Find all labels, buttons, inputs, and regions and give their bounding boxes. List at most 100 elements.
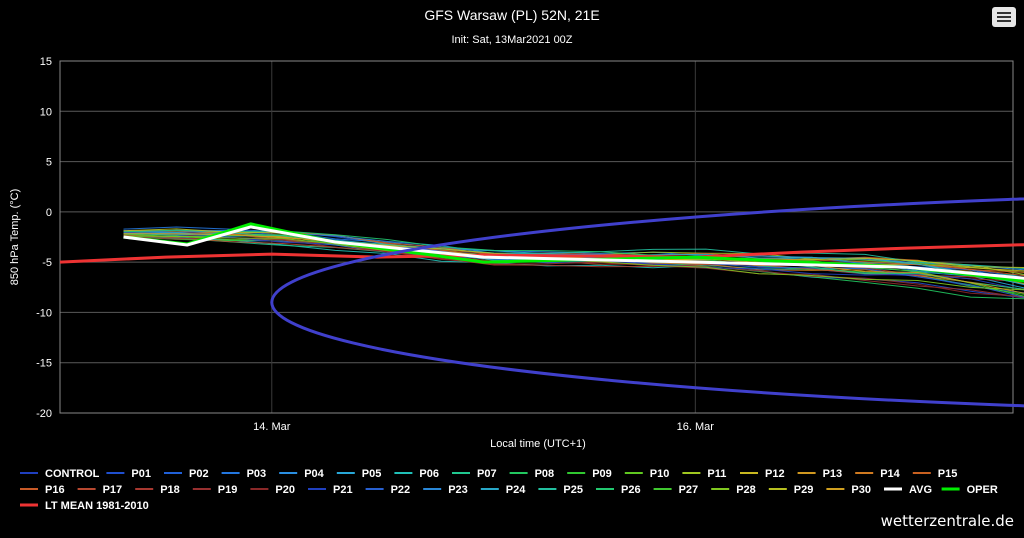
y-axis-label: 850 hPa Temp. (°C): [9, 189, 21, 286]
legend-item-p06[interactable]: P06: [394, 468, 439, 480]
legend-label: P15: [938, 468, 958, 480]
x-tick-label: 16. Mar: [677, 421, 715, 433]
y-tick-label: -10: [36, 307, 52, 319]
x-axis-label: Local time (UTC+1): [490, 438, 586, 450]
series-line-oper: [123, 222, 1024, 283]
legend-label: P03: [247, 468, 267, 480]
legend-label: P10: [650, 468, 670, 480]
y-tick-label: -20: [36, 408, 52, 420]
legend-label: P17: [103, 484, 123, 496]
credit-text: wetterzentrale.de: [880, 512, 1014, 530]
series-line-p10: [123, 234, 1024, 273]
series-line-p02: [123, 231, 1024, 278]
legend-label: P04: [304, 468, 324, 480]
plot-border: [59, 60, 1014, 414]
legend-label: P13: [823, 468, 843, 480]
legend-label: P28: [736, 484, 756, 496]
y-tick-label: 0: [46, 207, 52, 219]
legend: CONTROL P01 P02 P03 P04 P05 P06 P07 P08 P09 P10 P11…: [20, 468, 998, 512]
hamburger-menu-icon[interactable]: [992, 7, 1016, 27]
series-line-lt-mean: [59, 243, 1024, 264]
legend-label: P12: [765, 468, 785, 480]
series-line-p13: [123, 230, 1024, 285]
y-tick-label: 5: [46, 157, 52, 169]
legend-label: P02: [189, 468, 209, 480]
legend-item-p16[interactable]: P16: [20, 484, 65, 496]
legend-label: P29: [794, 484, 814, 496]
legend-item-p27[interactable]: P27: [653, 484, 699, 496]
series-line-p09: [123, 236, 1024, 295]
legend-label: P18: [160, 484, 180, 496]
legend-label: LT MEAN 1981-2010: [45, 500, 149, 512]
legend-item-p10[interactable]: P10: [624, 468, 670, 480]
legend-item-p26[interactable]: P26: [596, 484, 641, 496]
legend-label: P27: [679, 484, 699, 496]
legend-item-p24[interactable]: P24: [480, 484, 526, 496]
legend-label: P20: [275, 484, 295, 496]
legend-item-p05[interactable]: P05: [336, 468, 382, 480]
legend-item-p23[interactable]: P23: [423, 484, 468, 496]
y-tick-label: 10: [40, 106, 52, 118]
legend-item-p09[interactable]: P09: [567, 468, 612, 480]
y-tick-label: -5: [42, 257, 52, 269]
legend-label: P08: [535, 468, 555, 480]
series-line-p15: [123, 230, 1024, 273]
legend-label: CONTROL: [45, 468, 100, 480]
series-line-p27: [123, 233, 1024, 297]
legend-item-p18[interactable]: P18: [135, 484, 180, 496]
legend-item-avg[interactable]: AVG: [884, 484, 932, 496]
legend-item-p28[interactable]: P28: [711, 484, 756, 496]
legend-label: P25: [563, 484, 583, 496]
legend-label: P22: [391, 484, 411, 496]
y-tick-label: -15: [36, 358, 52, 370]
legend-item-p11[interactable]: P11: [682, 468, 726, 480]
chart-subtitle: Init: Sat, 13Mar2021 00Z: [451, 34, 572, 46]
series-line-p18: [123, 231, 1024, 282]
legend-label: P05: [362, 468, 382, 480]
legend-item-p25[interactable]: P25: [538, 484, 583, 496]
legend-label: P11: [707, 468, 726, 480]
legend-item-p07[interactable]: P07: [452, 468, 497, 480]
legend-label: AVG: [909, 484, 932, 496]
legend-item-p04[interactable]: P04: [279, 468, 325, 480]
legend-item-oper[interactable]: OPER: [941, 484, 998, 496]
legend-item-p03[interactable]: P03: [221, 468, 267, 480]
series-line-control: [123, 232, 1024, 294]
legend-label: P06: [419, 468, 439, 480]
legend-label: P30: [851, 484, 871, 496]
chart-title: GFS Warsaw (PL) 52N, 21E: [424, 7, 599, 23]
series-line-p11: [123, 231, 1024, 275]
legend-item-p30[interactable]: P30: [826, 484, 871, 496]
legend-item-p13[interactable]: P13: [797, 468, 843, 480]
legend-item-lt-mean-1981-2010[interactable]: LT MEAN 1981-2010: [20, 500, 149, 512]
legend-item-p08[interactable]: P08: [509, 468, 555, 480]
legend-label: P21: [333, 484, 353, 496]
legend-label: P16: [45, 484, 65, 496]
legend-label: OPER: [967, 484, 998, 496]
legend-item-p29[interactable]: P29: [768, 484, 814, 496]
legend-label: P23: [448, 484, 468, 496]
legend-item-p15[interactable]: P15: [912, 468, 958, 480]
legend-item-p22[interactable]: P22: [365, 484, 411, 496]
legend-item-control[interactable]: CONTROL: [20, 468, 100, 480]
legend-item-p19[interactable]: P19: [192, 484, 238, 496]
legend-item-p14[interactable]: P14: [855, 468, 901, 480]
legend-label: P19: [218, 484, 238, 496]
legend-label: P01: [131, 468, 151, 480]
legend-label: P07: [477, 468, 497, 480]
legend-item-p21[interactable]: P21: [308, 484, 353, 496]
series-line-p29: [123, 228, 1024, 269]
legend-label: P14: [880, 468, 900, 480]
annotation-ellipse: [270, 197, 1024, 408]
legend-item-p20[interactable]: P20: [250, 484, 295, 496]
legend-item-p02[interactable]: P02: [164, 468, 209, 480]
series-line-p06: [123, 236, 1024, 285]
legend-item-p12[interactable]: P12: [740, 468, 785, 480]
legend-item-p01[interactable]: P01: [106, 468, 151, 480]
legend-label: P09: [592, 468, 612, 480]
y-tick-label: 15: [40, 56, 52, 68]
legend-label: P26: [621, 484, 641, 496]
legend-item-p17[interactable]: P17: [77, 484, 123, 496]
